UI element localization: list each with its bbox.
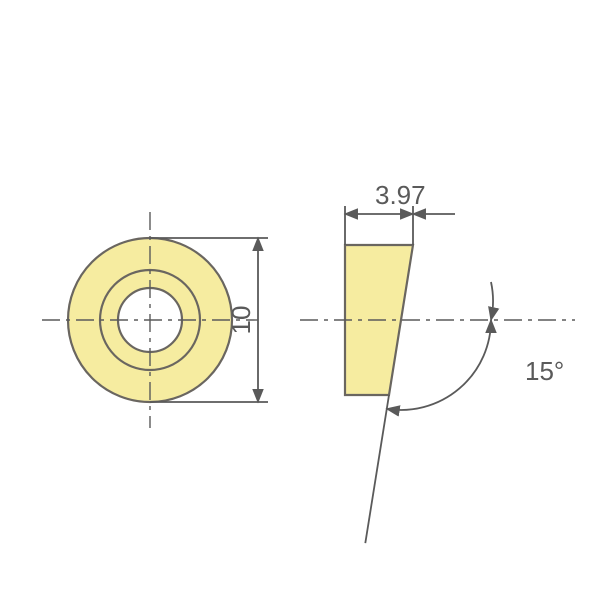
angle-arc	[387, 320, 491, 410]
front-view: 10	[42, 212, 268, 428]
width-value: 3.97	[375, 180, 426, 210]
angle-edge-ext	[365, 395, 389, 543]
angle-arc-upper	[491, 282, 493, 320]
side-view: 3.97 15°	[300, 180, 575, 543]
technical-drawing: 10 3.97 15°	[0, 0, 600, 600]
angle-value: 15°	[525, 356, 564, 386]
diameter-value: 10	[226, 306, 256, 335]
